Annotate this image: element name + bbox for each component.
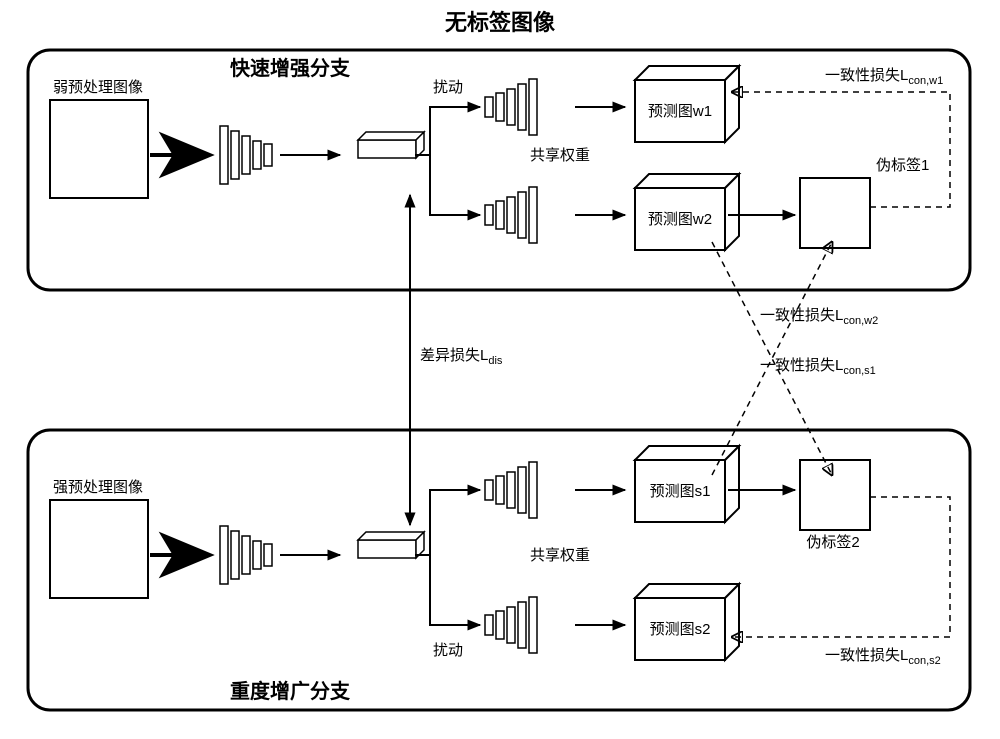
prediction-cube: 预测图s2 [635,584,739,660]
feature-slab [358,132,424,158]
encoder-icon [220,526,272,584]
decoder-icon [485,187,537,243]
decoder-icon [485,462,537,518]
prediction-cube: 预测图s1 [635,446,739,522]
decoder-icon [485,79,537,135]
feature-slab [358,532,424,558]
label-title: 无标签图像 [445,10,556,35]
label-branch_top: 快速增强分支 [230,56,351,80]
label-shared_bot: 共享权重 [530,547,590,564]
loss-label: 一致性损失Lcon,s1 [760,357,876,377]
label-branch_bottom: 重度增广分支 [230,679,351,703]
arrow-elbow [415,555,480,625]
panel-top [28,50,970,290]
decoder-icon [485,597,537,653]
label-perturb_bot: 扰动 [433,642,463,659]
square [50,500,148,598]
label-pseudo2: 伪标签2 [806,534,859,551]
square [800,460,870,530]
encoder-icon [220,126,272,184]
label-perturb_top: 扰动 [433,79,463,96]
loss-label: 一致性损失Lcon,w2 [760,307,878,327]
prediction-cube: 预测图w1 [635,66,739,142]
arrow-elbow [415,155,480,215]
cube-label: 预测图s2 [650,621,711,638]
cube-label: 预测图w1 [648,103,712,120]
label-strong_image: 强预处理图像 [53,479,143,496]
cube-label: 预测图s1 [650,483,711,500]
loss-label: 一致性损失Lcon,w1 [825,67,943,87]
label-shared_top: 共享权重 [530,147,590,164]
label-pseudo1: 伪标签1 [876,157,929,174]
label-weak_image: 弱预处理图像 [53,79,143,96]
loss-label: 一致性损失Lcon,s2 [825,647,941,667]
cube-label: 预测图w2 [648,211,712,228]
prediction-cube: 预测图w2 [635,174,739,250]
square [800,178,870,248]
loss-label: 差异损失Ldis [420,347,503,367]
square [50,100,148,198]
